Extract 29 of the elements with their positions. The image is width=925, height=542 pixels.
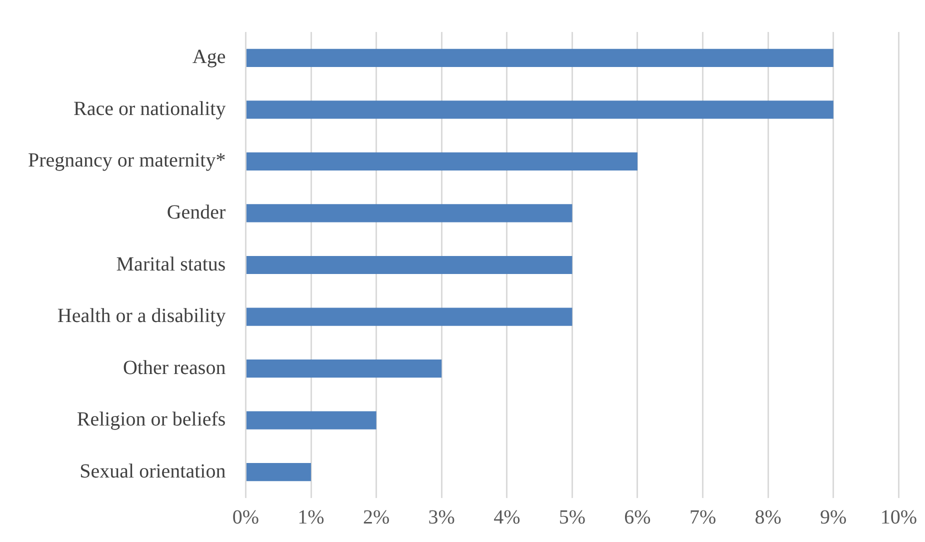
bar bbox=[246, 359, 442, 378]
bar bbox=[246, 256, 572, 274]
x-tick-label: 2% bbox=[362, 506, 390, 528]
bar bbox=[246, 48, 834, 67]
x-tick-label: 9% bbox=[820, 506, 847, 528]
y-tick-label: Gender bbox=[166, 201, 226, 224]
y-tick-label: Age bbox=[192, 46, 226, 68]
bar bbox=[246, 463, 312, 482]
x-tick-label: 6% bbox=[624, 506, 651, 528]
x-tick-label: 5% bbox=[558, 506, 586, 528]
y-tick-label: Religion or beliefs bbox=[76, 408, 226, 431]
bar bbox=[246, 411, 376, 430]
x-tick-label: 3% bbox=[428, 506, 455, 528]
y-tick-label: Health or a disability bbox=[57, 305, 226, 328]
y-tick-label: Race or nationality bbox=[74, 98, 226, 120]
bar bbox=[246, 100, 834, 119]
x-tick-label: 1% bbox=[298, 506, 324, 528]
y-tick-label: Pregnancy or maternity* bbox=[28, 150, 226, 172]
x-tick-label: 0% bbox=[232, 506, 260, 528]
x-tick-label: 10% bbox=[880, 506, 918, 528]
x-tick-label: 4% bbox=[494, 506, 520, 528]
bar bbox=[246, 308, 572, 326]
x-tick-label: 8% bbox=[754, 506, 782, 528]
x-tick-label: 7% bbox=[689, 506, 716, 528]
y-tick-label: Other reason bbox=[122, 356, 226, 379]
y-tick-label: Marital status bbox=[116, 253, 226, 276]
bar bbox=[246, 152, 638, 171]
y-tick-label: Sexual orientation bbox=[80, 460, 226, 482]
bar bbox=[246, 204, 572, 222]
